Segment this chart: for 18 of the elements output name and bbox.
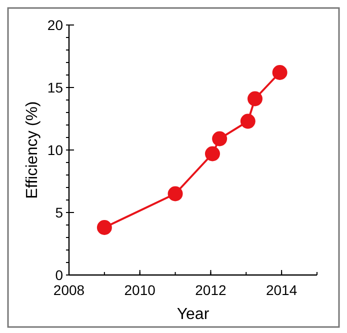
y-axis-title: Efficiency (%)	[24, 101, 41, 199]
y-tick-label: 5	[55, 204, 64, 220]
y-tick-label: 20	[47, 16, 64, 33]
point	[96, 220, 112, 235]
y-tick-label: 0	[55, 266, 64, 283]
x-tick-label: 2012	[195, 282, 226, 298]
x-tick-label: 2010	[124, 282, 156, 298]
x-tick-label: 2008	[53, 282, 85, 298]
point	[168, 186, 183, 202]
y-tick-label: 10	[47, 142, 64, 158]
x-tick-label: 2014	[266, 282, 298, 298]
point	[248, 91, 262, 106]
point	[212, 131, 228, 146]
point	[272, 65, 288, 80]
point	[204, 146, 220, 162]
point	[240, 114, 256, 129]
x-axis-title: Year	[176, 306, 210, 323]
y-tick-label: 15	[47, 79, 64, 96]
